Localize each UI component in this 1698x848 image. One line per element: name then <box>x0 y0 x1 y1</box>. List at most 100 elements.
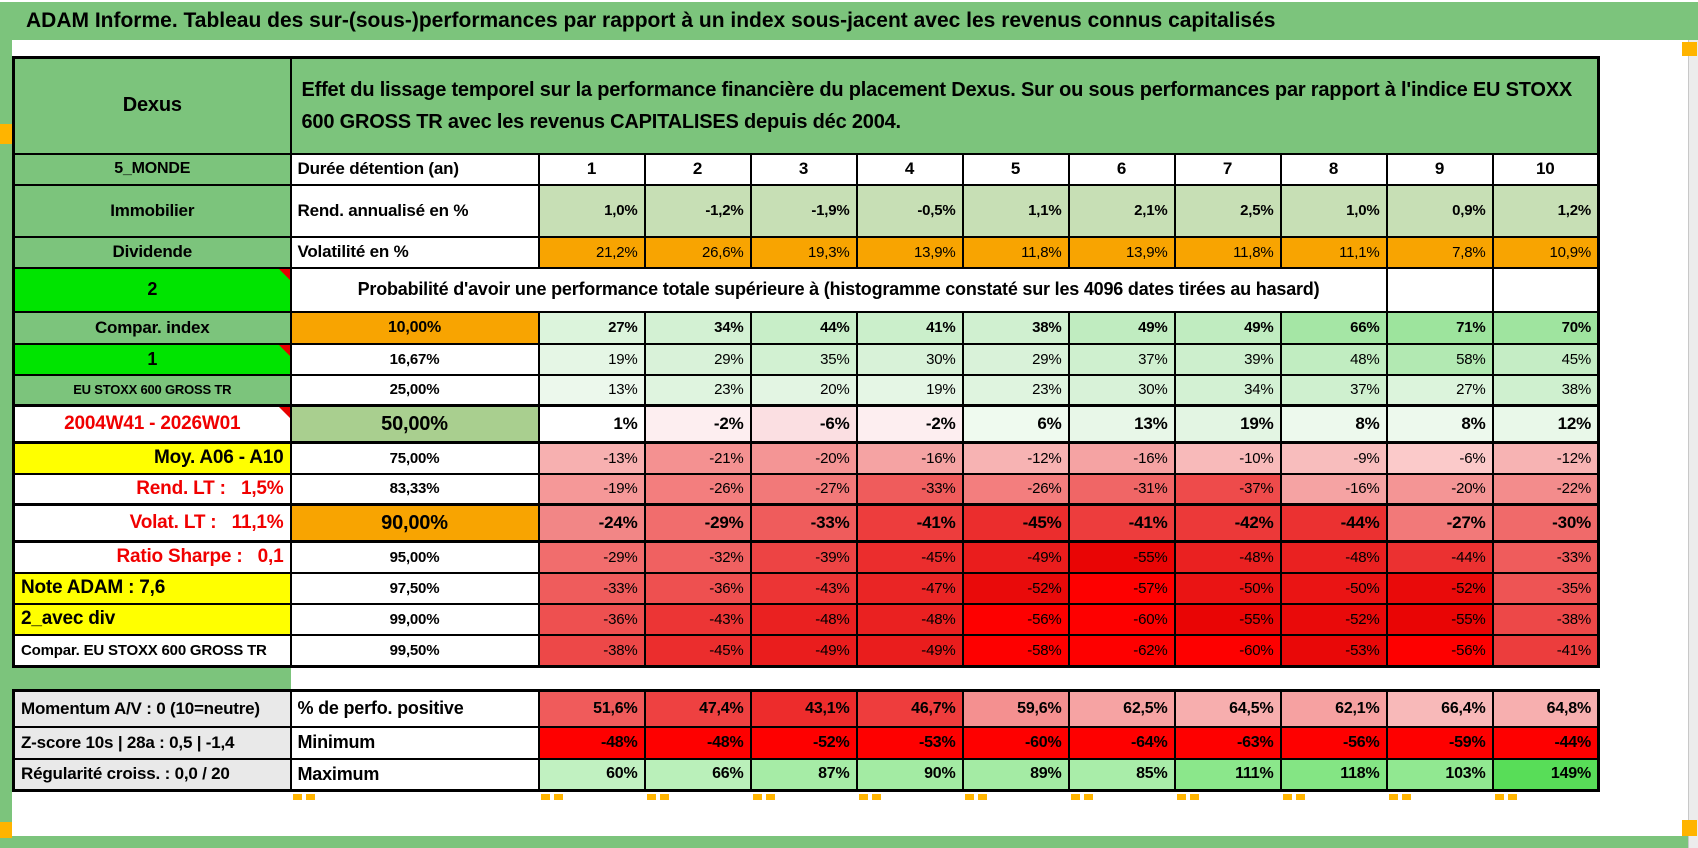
row-header-cell[interactable]: Z-score 10s | 28a : 0,5 | -1,4 <box>12 725 292 760</box>
value-cell[interactable]: 51,6% <box>537 689 646 728</box>
value-cell[interactable]: -36% <box>537 602 646 636</box>
value-cell[interactable]: -31% <box>1067 472 1176 506</box>
value-cell[interactable]: 8% <box>1385 404 1494 444</box>
measure-label-cell[interactable]: 90,00% <box>289 503 540 543</box>
value-cell[interactable]: 39% <box>1173 342 1282 376</box>
row-header-cell[interactable]: Dividende <box>12 235 292 269</box>
value-cell[interactable]: 89% <box>961 757 1070 792</box>
value-cell[interactable]: 43,1% <box>749 689 858 728</box>
column-header-cell[interactable]: 6 <box>1067 152 1176 186</box>
value-cell[interactable]: -48% <box>1173 540 1282 574</box>
value-cell[interactable]: -2% <box>643 404 752 444</box>
value-cell[interactable]: 48% <box>1279 342 1388 376</box>
value-cell[interactable]: -6% <box>1385 441 1494 475</box>
empty-cell[interactable] <box>1491 266 1600 313</box>
value-cell[interactable]: 64,5% <box>1173 689 1282 728</box>
row-header-cell[interactable]: 2 <box>12 266 292 313</box>
value-cell[interactable]: 149% <box>1491 757 1600 792</box>
value-cell[interactable]: 37% <box>1279 373 1388 407</box>
value-cell[interactable]: -20% <box>1385 472 1494 506</box>
value-cell[interactable]: -60% <box>1173 633 1282 668</box>
value-cell[interactable]: -20% <box>749 441 858 475</box>
value-cell[interactable]: -41% <box>1067 503 1176 543</box>
value-cell[interactable]: -33% <box>537 571 646 605</box>
row-header-cell[interactable]: Régularité croiss. : 0,0 / 20 <box>12 757 292 792</box>
column-header-cell[interactable]: 1 <box>537 152 646 186</box>
value-cell[interactable]: -50% <box>1173 571 1282 605</box>
row-header-cell[interactable]: EU STOXX 600 GROSS TR <box>12 373 292 407</box>
row-header-cell[interactable]: Momentum A/V : 0 (10=neutre) <box>12 689 292 728</box>
measure-label-cell[interactable]: 99,50% <box>289 633 540 668</box>
value-cell[interactable]: -33% <box>855 472 964 506</box>
value-cell[interactable]: -52% <box>1279 602 1388 636</box>
value-cell[interactable]: 30% <box>855 342 964 376</box>
value-cell[interactable]: -22% <box>1491 472 1600 506</box>
value-cell[interactable]: -44% <box>1279 503 1388 543</box>
description-cell[interactable]: Effet du lissage temporel sur la perform… <box>289 56 1600 155</box>
value-cell[interactable]: 35% <box>749 342 858 376</box>
value-cell[interactable]: -58% <box>961 633 1070 668</box>
value-cell[interactable]: -60% <box>961 725 1070 760</box>
value-cell[interactable]: -41% <box>1491 633 1600 668</box>
value-cell[interactable]: 49% <box>1067 310 1176 345</box>
value-cell[interactable]: 58% <box>1385 342 1494 376</box>
value-cell[interactable]: 90% <box>855 757 964 792</box>
value-cell[interactable]: 59,6% <box>961 689 1070 728</box>
value-cell[interactable]: -49% <box>749 633 858 668</box>
row-header-cell[interactable]: Compar. EU STOXX 600 GROSS TR <box>12 633 292 668</box>
value-cell[interactable]: 47,4% <box>643 689 752 728</box>
value-cell[interactable]: 1,0% <box>537 183 646 238</box>
value-cell[interactable]: -21% <box>643 441 752 475</box>
value-cell[interactable]: -42% <box>1173 503 1282 543</box>
value-cell[interactable]: 27% <box>537 310 646 345</box>
value-cell[interactable]: 11,1% <box>1279 235 1388 269</box>
value-cell[interactable]: -26% <box>643 472 752 506</box>
column-header-cell[interactable]: 10 <box>1491 152 1600 186</box>
value-cell[interactable]: 13,9% <box>855 235 964 269</box>
value-cell[interactable]: -43% <box>643 602 752 636</box>
value-cell[interactable]: -45% <box>961 503 1070 543</box>
value-cell[interactable]: 49% <box>1173 310 1282 345</box>
value-cell[interactable]: -12% <box>1491 441 1600 475</box>
measure-label-cell[interactable]: 50,00% <box>289 404 540 444</box>
value-cell[interactable]: -49% <box>855 633 964 668</box>
value-cell[interactable]: 11,8% <box>1173 235 1282 269</box>
column-header-cell[interactable]: 9 <box>1385 152 1494 186</box>
row-header-cell[interactable]: Compar. index <box>12 310 292 345</box>
value-cell[interactable]: -60% <box>1067 602 1176 636</box>
empty-cell[interactable] <box>1385 266 1494 313</box>
value-cell[interactable]: 45% <box>1491 342 1600 376</box>
value-cell[interactable]: -44% <box>1385 540 1494 574</box>
value-cell[interactable]: -10% <box>1173 441 1282 475</box>
row-header-cell[interactable]: Rend. LT : 1,5% <box>12 472 292 506</box>
value-cell[interactable]: 27% <box>1385 373 1494 407</box>
row-header-cell[interactable]: 5_MONDE <box>12 152 292 186</box>
value-cell[interactable]: 8% <box>1279 404 1388 444</box>
value-cell[interactable]: 2,5% <box>1173 183 1282 238</box>
value-cell[interactable]: -50% <box>1279 571 1388 605</box>
value-cell[interactable]: -0,5% <box>855 183 964 238</box>
value-cell[interactable]: -19% <box>537 472 646 506</box>
value-cell[interactable]: -9% <box>1279 441 1388 475</box>
value-cell[interactable]: 60% <box>537 757 646 792</box>
value-cell[interactable]: 44% <box>749 310 858 345</box>
value-cell[interactable]: 20% <box>749 373 858 407</box>
row-header-cell[interactable]: Volat. LT : 11,1% <box>12 503 292 543</box>
value-cell[interactable]: 103% <box>1385 757 1494 792</box>
value-cell[interactable]: -24% <box>537 503 646 543</box>
value-cell[interactable]: -38% <box>537 633 646 668</box>
value-cell[interactable]: 23% <box>961 373 1070 407</box>
measure-label-cell[interactable]: Minimum <box>289 725 540 760</box>
value-cell[interactable]: -43% <box>749 571 858 605</box>
measure-label-cell[interactable]: 16,67% <box>289 342 540 376</box>
value-cell[interactable]: -29% <box>643 503 752 543</box>
value-cell[interactable]: -55% <box>1385 602 1494 636</box>
value-cell[interactable]: 0,9% <box>1385 183 1494 238</box>
value-cell[interactable]: -49% <box>961 540 1070 574</box>
measure-label-cell[interactable]: Maximum <box>289 757 540 792</box>
value-cell[interactable]: -45% <box>855 540 964 574</box>
value-cell[interactable]: -48% <box>643 725 752 760</box>
value-cell[interactable]: 19% <box>855 373 964 407</box>
value-cell[interactable]: 38% <box>1491 373 1600 407</box>
row-header-cell[interactable]: 2004W41 - 2026W01 <box>12 404 292 444</box>
